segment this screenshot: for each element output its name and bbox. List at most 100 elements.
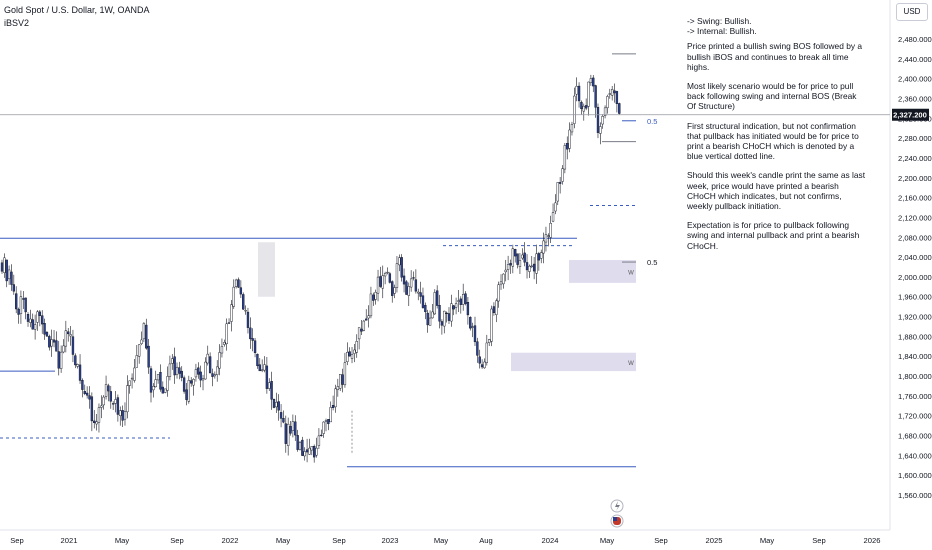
- candle-body: [544, 234, 548, 243]
- candle-body: [528, 265, 531, 272]
- currency-button[interactable]: USD: [896, 3, 928, 21]
- fib-label: 0.5: [647, 258, 657, 267]
- price-tick-label: 1,760.000: [898, 392, 932, 401]
- candle-body: [433, 292, 436, 315]
- candle-body: [563, 145, 567, 170]
- candle-body: [199, 371, 202, 381]
- candle-body: [556, 182, 559, 202]
- price-tick-label: 1,960.000: [898, 293, 932, 302]
- candle-body: [514, 249, 517, 257]
- candle-body: [362, 320, 366, 331]
- candle-body: [69, 334, 72, 337]
- symbol-title[interactable]: Gold Spot / U.S. Dollar, 1W, OANDA: [4, 5, 150, 15]
- price-tick-label: 2,240.000: [898, 154, 932, 163]
- candle-body: [438, 305, 441, 322]
- price-tick-label: 2,480.000: [898, 35, 932, 44]
- candle-body: [19, 296, 23, 314]
- candle-body: [398, 257, 401, 266]
- candle-body: [194, 369, 198, 378]
- note-paragraph: First structural indication, but not con…: [687, 120, 859, 162]
- current-price: 2,327.200: [0, 108, 929, 121]
- candle-body: [350, 354, 354, 359]
- candle-body: [405, 281, 408, 295]
- candle-body: [516, 253, 519, 265]
- candle-body: [102, 396, 105, 406]
- candle-body: [575, 85, 578, 95]
- price-tick-label: 1,720.000: [898, 412, 932, 421]
- candle-body: [0, 262, 4, 272]
- candle-body: [142, 323, 146, 340]
- candle-body: [372, 294, 375, 301]
- candle-body: [320, 434, 323, 437]
- candle-body: [601, 116, 604, 125]
- candle-body: [282, 418, 285, 423]
- candle-body: [584, 105, 588, 109]
- candle-body: [161, 386, 164, 394]
- price-tick-label: 2,160.000: [898, 194, 932, 203]
- candle-body: [298, 442, 302, 450]
- candle-body: [147, 345, 150, 368]
- candle-body: [64, 330, 68, 347]
- candle-body: [95, 421, 98, 425]
- indicator-label[interactable]: iBSV2: [4, 18, 30, 28]
- note-internal: -> Internal: Bullish.: [687, 26, 757, 37]
- fib-label: 0.5: [647, 117, 657, 126]
- candle-body: [33, 324, 37, 330]
- candle-body: [613, 90, 616, 94]
- candle-body: [59, 351, 63, 369]
- candle-body: [26, 314, 30, 322]
- time-tick-label: May: [760, 536, 775, 545]
- candle-body: [409, 278, 413, 288]
- candle-body: [331, 405, 335, 409]
- candle-body: [478, 356, 481, 364]
- candle-body: [490, 308, 493, 342]
- price-tick-label: 2,280.000: [898, 134, 932, 143]
- note-paragraph: Most likely scenario would be for price …: [687, 81, 857, 112]
- note-paragraph: Price printed a bullish swing BOS follow…: [687, 41, 863, 72]
- candle-body: [561, 168, 564, 182]
- candle-body: [62, 345, 65, 353]
- candle-body: [327, 419, 330, 425]
- price-axis[interactable]: 2,480.0002,440.0002,400.0002,360.0002,32…: [898, 35, 932, 500]
- candle-body: [566, 142, 569, 150]
- candle-body: [421, 295, 425, 308]
- candle-body: [171, 358, 174, 364]
- candle-body: [208, 356, 212, 374]
- candle-body: [85, 392, 89, 396]
- candle-body: [428, 317, 432, 326]
- candle-body: [379, 276, 382, 287]
- candle-body: [90, 396, 94, 422]
- time-tick-label: May: [434, 536, 449, 545]
- candle-body: [190, 380, 193, 384]
- note-paragraph: Expectation is for price to pullback fol…: [687, 220, 860, 251]
- candle-body: [473, 325, 477, 343]
- candle-body: [608, 93, 611, 95]
- price-tick-label: 1,800.000: [898, 372, 932, 381]
- candle-body: [244, 310, 247, 312]
- demand-zone: [511, 352, 636, 372]
- structure-levels: 0.5 0.5: [0, 53, 657, 468]
- time-tick-label: Sep: [654, 536, 668, 545]
- candle-body: [104, 384, 108, 397]
- candle-body: [237, 279, 240, 288]
- candle-body: [582, 105, 585, 112]
- candle-body: [185, 389, 188, 400]
- candle-body: [57, 351, 60, 369]
- candle-body: [173, 356, 176, 376]
- candle-body: [164, 388, 167, 393]
- candle-body: [329, 407, 332, 423]
- candle-body: [592, 77, 595, 87]
- time-tick-label: May: [115, 536, 130, 545]
- candle-body: [509, 263, 512, 266]
- candle-body: [317, 435, 321, 446]
- candle-body: [50, 339, 53, 347]
- time-tick-label: Sep: [10, 536, 24, 545]
- candle-body: [234, 279, 238, 287]
- candle-body: [348, 351, 351, 357]
- time-tick-label: May: [600, 536, 615, 545]
- time-axis[interactable]: Sep 2021 May Sep 2022 May Sep 2023 May Aug 2024 May…: [10, 536, 880, 545]
- candle-body: [227, 322, 231, 324]
- candle-body: [93, 420, 96, 424]
- candle-body: [201, 378, 205, 381]
